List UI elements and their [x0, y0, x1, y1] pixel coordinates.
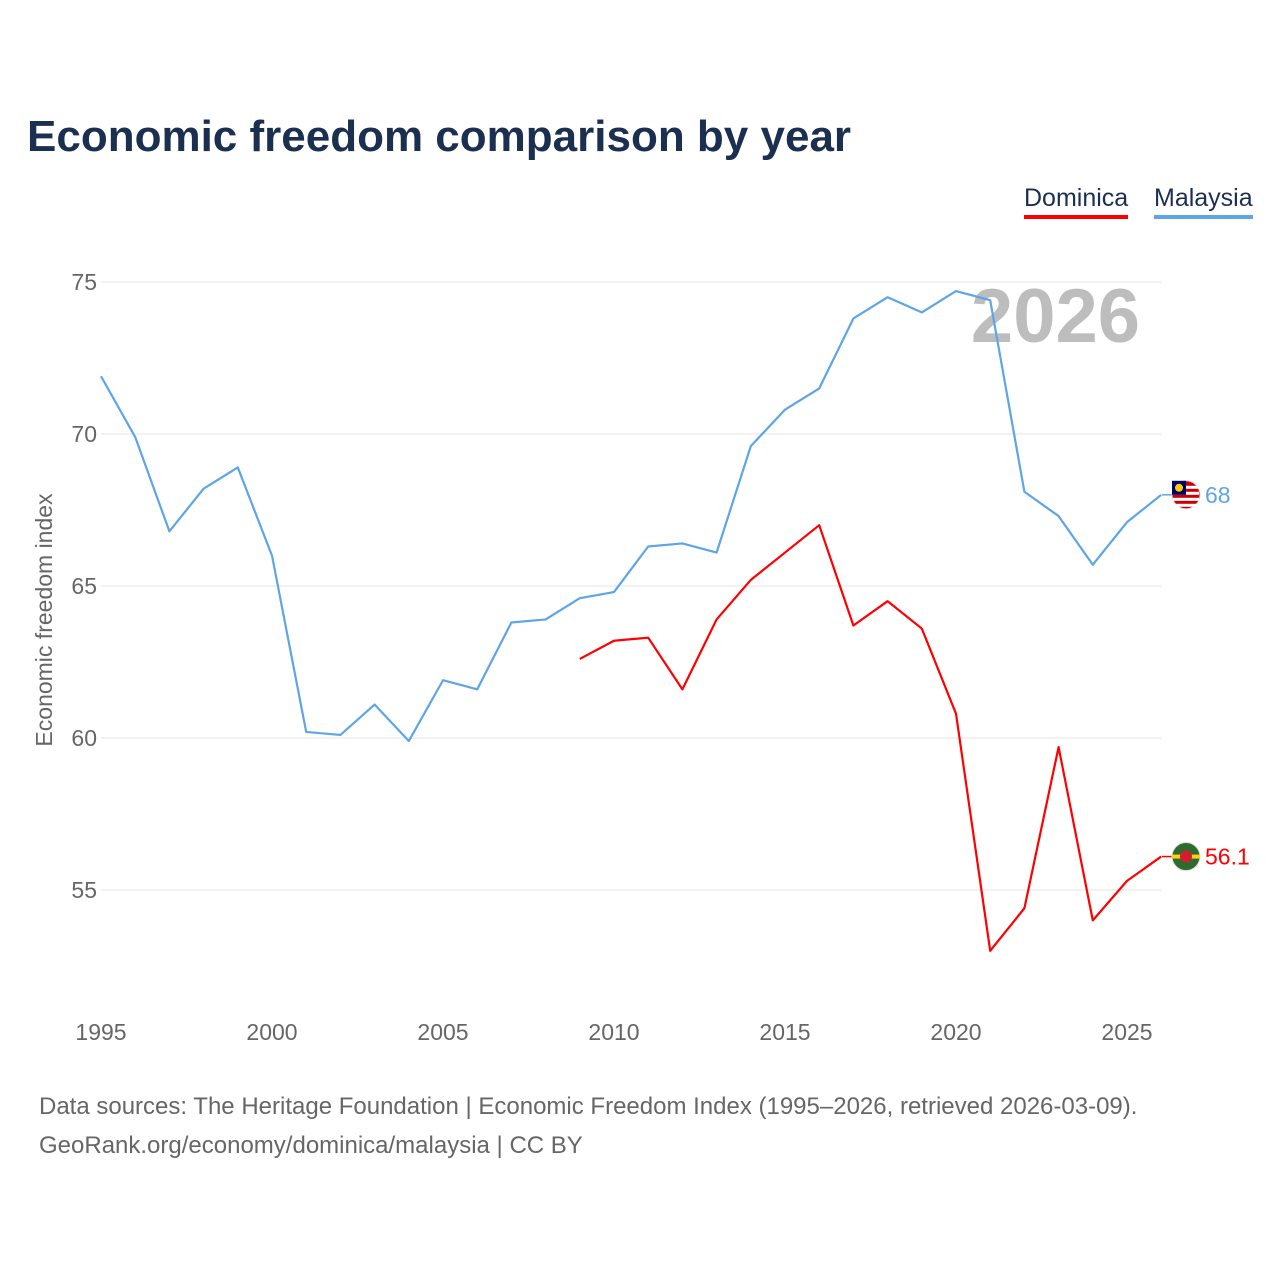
x-tick-label: 2010: [588, 1019, 639, 1045]
flag-stripe: [1173, 503, 1199, 507]
year-watermark: 2026: [971, 274, 1140, 359]
x-tick-label: 2000: [246, 1019, 297, 1045]
x-tick-label: 1995: [75, 1019, 126, 1045]
series-line-malaysia: [100, 290, 1162, 743]
y-axis-label: Economic freedom index: [31, 493, 57, 747]
x-tick-label: 2025: [1101, 1019, 1152, 1045]
x-tick-label: 2020: [930, 1019, 981, 1045]
y-tick-label: 65: [71, 573, 97, 599]
series-line-dominica: [579, 524, 1162, 952]
source-note: Data sources: The Heritage Foundation | …: [39, 1093, 1138, 1120]
end-value-label: 56.1: [1205, 844, 1250, 870]
attribution-link[interactable]: GeoRank.org/economy/dominica/malaysia | …: [39, 1132, 583, 1159]
legend-malaysia[interactable]: Malaysia: [1154, 184, 1253, 219]
flag-stripe: [1173, 497, 1199, 501]
flag-crescent: [1175, 483, 1183, 492]
y-tick-label: 55: [71, 877, 97, 903]
footer: Data sources: The Heritage Foundation | …: [39, 1087, 1137, 1165]
chart-title: Economic freedom comparison by year: [27, 112, 852, 161]
x-tick-label: 2015: [759, 1019, 810, 1045]
end-value-label: 68: [1205, 482, 1231, 508]
y-tick-label: 60: [71, 725, 97, 751]
y-tick-label: 75: [71, 269, 97, 295]
flag-emblem: [1180, 850, 1192, 863]
x-tick-label: 2005: [417, 1019, 468, 1045]
y-tick-label: 70: [71, 421, 97, 447]
legend-dominica[interactable]: Dominica: [1024, 184, 1129, 219]
